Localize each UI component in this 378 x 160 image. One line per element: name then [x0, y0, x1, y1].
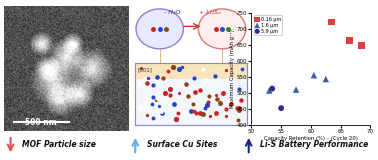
Ellipse shape [136, 9, 183, 49]
0.16 μm [358, 44, 364, 47]
Ellipse shape [198, 9, 246, 49]
Y-axis label: Maximum Capacity (mAh g⁻¹): Maximum Capacity (mAh g⁻¹) [229, 29, 235, 108]
Text: 500 nm: 500 nm [25, 118, 57, 128]
5.9 μm [278, 107, 284, 109]
Text: MOF Particle size: MOF Particle size [22, 140, 96, 149]
X-axis label: Capacity Retention (%) – (Cycle 20): Capacity Retention (%) – (Cycle 20) [264, 136, 358, 141]
5.9 μm [269, 87, 275, 90]
Legend: 0.16 μm, 1.6 μm, 5.9 μm: 0.16 μm, 1.6 μm, 5.9 μm [254, 15, 282, 35]
Text: [001]: [001] [137, 67, 152, 72]
1.6 μm [266, 89, 272, 92]
Text: + Li₂Sₓ: + Li₂Sₓ [199, 10, 220, 15]
1.6 μm [323, 78, 329, 80]
1.6 μm [311, 74, 317, 76]
0.16 μm [329, 20, 335, 23]
FancyBboxPatch shape [135, 64, 247, 79]
0.16 μm [347, 39, 353, 42]
FancyBboxPatch shape [135, 63, 247, 125]
Text: Surface Cu Sites: Surface Cu Sites [147, 140, 217, 149]
Text: - H₂O: - H₂O [164, 10, 180, 15]
1.6 μm [293, 88, 299, 91]
Text: Li-S Battery Performance: Li-S Battery Performance [260, 140, 368, 149]
